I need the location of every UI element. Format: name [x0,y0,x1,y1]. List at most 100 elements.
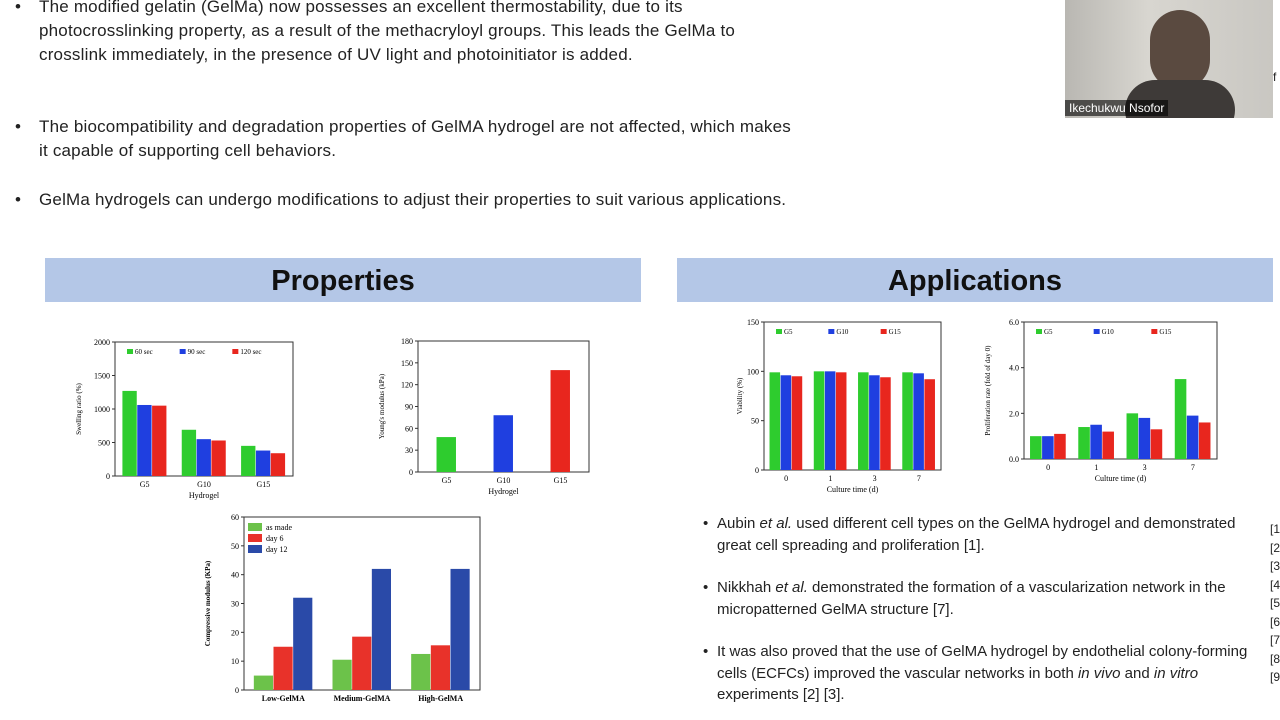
bullet-text: et al. [759,515,793,532]
x-tick-label: G15 [256,480,270,489]
plot-frame [763,321,942,471]
bar [270,453,286,476]
y-tick-label: 60 [231,513,239,522]
y-axis-label: Compressive modulus (KPa) [204,560,212,646]
y-tick-label: 100 [747,367,759,376]
x-tick-label: Medium-GelMA [334,694,391,703]
y-tick-label: 2.0 [1009,409,1019,418]
y-axis-label: Swelling ratio (%) [75,382,83,434]
y-tick-label: 1000 [94,405,110,414]
bar [241,445,256,476]
legend-swatch [248,534,262,542]
y-tick-label: 60 [405,424,413,433]
bullet: The modified gelatin (GelMa) now possess… [15,0,799,67]
bar [550,370,570,472]
y-tick-label: 150 [747,318,759,327]
plot-frame [1023,321,1218,460]
y-axis-label: Proliferation rate (fold of day 0) [984,345,992,436]
y-tick-label: 500 [98,439,110,448]
bullet-text: Nikkhah [717,579,776,596]
x-tick-label: 3 [1143,463,1147,472]
bar [1150,429,1163,459]
bar [430,645,450,690]
reference: [9 [1270,670,1280,684]
legend-label: G10 [836,328,849,336]
y-tick-label: 20 [231,628,239,637]
bar [1042,436,1054,459]
bar [273,646,293,690]
legend-label: day 12 [266,545,288,554]
x-tick-label: 1 [828,474,832,483]
bar [1090,424,1102,459]
bar [122,390,137,476]
legend-swatch [1036,329,1042,334]
section-header: Applications [677,258,1273,302]
x-axis-label: Culture time (d) [1095,474,1147,483]
y-tick-label: 0 [106,472,110,481]
bar [1054,433,1066,459]
bullet: Nikkhah et al. demonstrated the formatio… [703,577,1257,620]
bullet-text: It was also proved that the use of GelMA… [717,643,1248,682]
legend-swatch [179,349,186,354]
bar [858,372,869,470]
x-tick-label: 1 [1094,463,1098,472]
bar [253,675,273,690]
legend-swatch [248,523,262,531]
reference: [6 [1270,614,1280,629]
plot-frame [114,341,294,477]
legend-swatch [1093,329,1100,334]
bar [1138,417,1151,459]
x-tick-label: G10 [497,476,511,485]
y-tick-label: 2000 [94,338,110,347]
plot-frame [417,340,590,473]
x-tick-label: High-GelMA [418,694,463,703]
video-tile: Ikechukwu Nsofor [1065,0,1273,118]
x-tick-label: 0 [1046,463,1050,472]
legend-swatch [828,329,835,334]
bar [924,379,935,470]
x-tick-label: G10 [197,480,211,489]
y-tick-label: 90 [405,403,413,412]
x-tick-label: 3 [873,474,877,483]
y-tick-label: 0 [235,686,239,695]
bar [1198,422,1211,459]
y-tick-label: 6.0 [1009,318,1019,327]
legend-swatch [1151,329,1158,334]
reference: [8 [1270,651,1280,666]
legend-label: 120 sec [240,348,261,356]
reference: [1 [1270,522,1280,536]
bar [196,439,211,476]
reference: [2 [1270,540,1280,555]
y-tick-label: 0 [409,468,413,477]
bar [813,371,825,470]
bar [352,636,372,690]
legend-label: G10 [1102,328,1115,336]
participant-name: Ikechukwu Nsofor [1065,100,1169,116]
plot-frame [243,516,481,691]
x-axis-label: Hydrogel [488,487,519,496]
y-axis-label: Young's modulus (kPa) [378,373,386,439]
bar [371,568,391,690]
y-tick-label: 120 [401,381,413,390]
legend-label: as made [266,523,292,532]
bar [211,440,226,476]
bar [1102,431,1114,459]
bar [152,405,167,476]
reference: [3 [1270,559,1280,573]
x-axis-label: Hydrogel [189,491,220,500]
legend-swatch [127,349,133,354]
bar [902,372,913,470]
legend-swatch [248,545,262,553]
bar [1078,427,1090,459]
bar [913,373,924,470]
legend-label: 90 sec [188,348,206,356]
y-tick-label: 0 [755,466,759,475]
reference: [4 [1270,577,1280,592]
bullet: GelMa hydrogels can undergo modification… [15,188,799,212]
bar [1126,413,1139,459]
bar [137,404,152,476]
references: [1 [2 [3 [4 [5 [6 [7 [8 [9 [1270,520,1280,687]
bar [255,450,271,476]
legend-label: G5 [784,328,793,336]
legend-label: 60 sec [135,348,153,356]
